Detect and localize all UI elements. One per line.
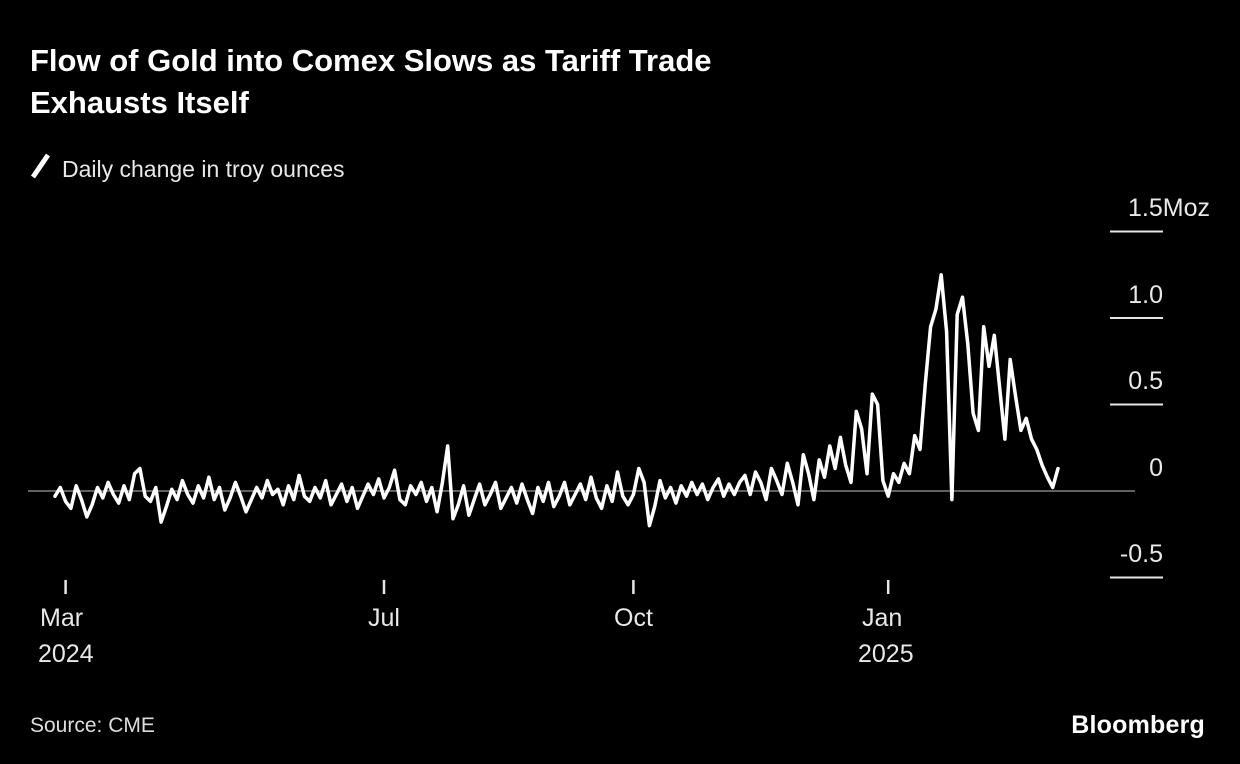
chart-title-line1: Flow of Gold into Comex Slows as Tariff … xyxy=(30,43,712,78)
x-axis-label-jan: Jan xyxy=(862,604,903,632)
x-axis-label-oct: Oct xyxy=(614,604,653,632)
chart-canvas xyxy=(28,230,1163,594)
x-axis-label-jul: Jul xyxy=(368,604,400,632)
legend-label: Daily change in troy ounces xyxy=(62,155,345,182)
y-axis-label-neg0_5: -0.5 xyxy=(1119,540,1163,568)
y-axis-label-0_5: 0.5 xyxy=(1128,367,1163,395)
x-axis-sublabel-2025: 2025 xyxy=(858,640,914,668)
y-axis-label-1_0: 1.0 xyxy=(1128,281,1163,309)
bloomberg-logo: Bloomberg xyxy=(1071,711,1205,739)
x-axis-label-mar: Mar xyxy=(40,604,84,632)
x-axis-sublabel-2024: 2024 xyxy=(38,640,94,668)
legend: Daily change in troy ounces xyxy=(30,152,345,186)
y-axis-label-0: 0 xyxy=(1149,454,1163,482)
y-axis-label-1_5moz: 1.5Moz xyxy=(1128,194,1210,222)
source-credit: Source: CME xyxy=(30,714,155,737)
legend-line-icon xyxy=(30,152,52,186)
chart-title-line2: Exhausts Itself xyxy=(30,84,249,120)
daily-change-series-line xyxy=(53,273,1060,528)
chart-title: Flow of Gold into Comex Slows as Tariff … xyxy=(30,40,990,124)
